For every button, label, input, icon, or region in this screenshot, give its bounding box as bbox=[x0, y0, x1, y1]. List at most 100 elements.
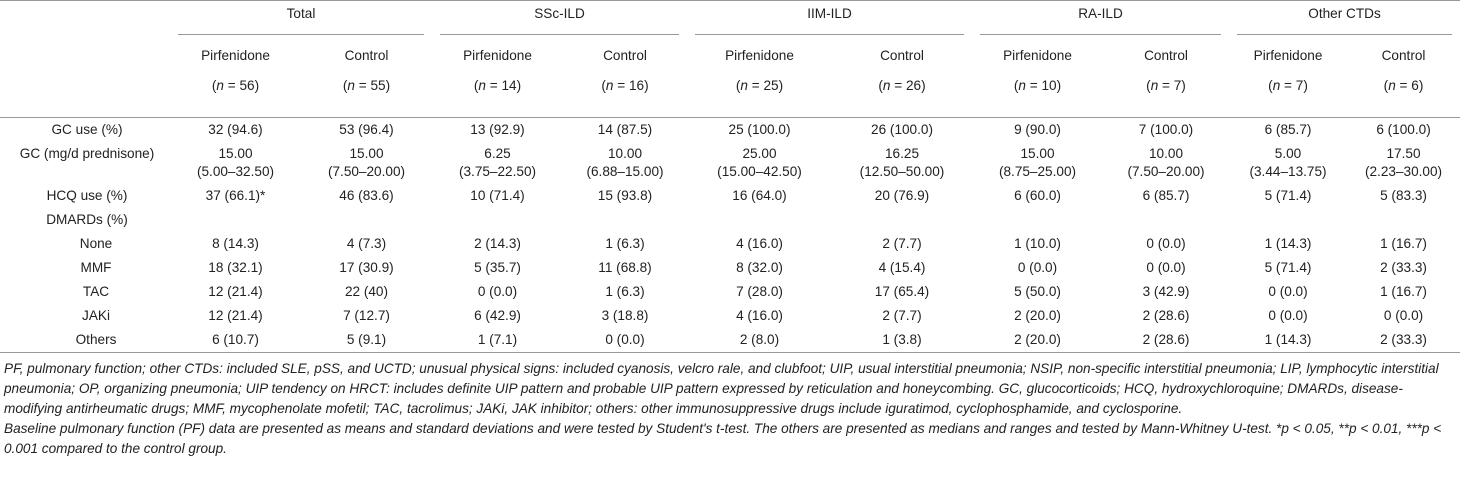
table-cell: 0 (0.0) bbox=[972, 256, 1103, 280]
cell-value: 1 (14.3) bbox=[1264, 236, 1312, 251]
cell-value: 37 (66.1)* bbox=[205, 188, 266, 203]
cell-value: 13 (92.9) bbox=[470, 122, 525, 137]
n-symbol: n bbox=[1150, 78, 1159, 93]
table-cell: 9 (90.0) bbox=[972, 118, 1103, 143]
cell-value: 7 (100.0) bbox=[1138, 122, 1194, 137]
table-cell: 5 (9.1) bbox=[301, 328, 432, 353]
n-symbol: n bbox=[1018, 78, 1026, 93]
table-cell: 10.00 (6.88–15.00) bbox=[563, 142, 687, 184]
cell-value: 2 (33.3) bbox=[1380, 260, 1427, 275]
cell-value: 1 (16.7) bbox=[1380, 284, 1427, 299]
cell-value: 4 (7.3) bbox=[346, 236, 387, 251]
cell-value: 1 (14.3) bbox=[1264, 332, 1312, 347]
table-cell: 3 (18.8) bbox=[563, 304, 687, 328]
cell-value: 5 (50.0) bbox=[1014, 284, 1061, 299]
subheader-n: (n = 7) bbox=[1146, 78, 1186, 93]
table-cell: 16 (64.0) bbox=[687, 184, 832, 208]
cell-value: 17 (65.4) bbox=[874, 284, 930, 299]
table-cell: 7 (100.0) bbox=[1103, 118, 1229, 143]
table-cell: 10.00 (7.50–20.00) bbox=[1103, 142, 1229, 184]
cell-value: 5.00 bbox=[1274, 146, 1302, 161]
table-body: GC use (%) 32 (94.6) 53 (96.4) 13 (92.9) 14 … bbox=[0, 118, 1460, 353]
table-cell bbox=[972, 208, 1103, 232]
cell-value: 1 (10.0) bbox=[1014, 236, 1061, 251]
subheader-n: (n = 10) bbox=[1013, 78, 1062, 93]
table-cell: 1 (7.1) bbox=[432, 328, 563, 353]
table-cell: 0 (0.0) bbox=[563, 328, 687, 353]
table-cell: 13 (92.9) bbox=[432, 118, 563, 143]
table-cell: 4 (16.0) bbox=[687, 304, 832, 328]
table-cell: 5 (50.0) bbox=[972, 280, 1103, 304]
subheader-label: Pirfenidone bbox=[1253, 48, 1323, 63]
table-cell: 5 (71.4) bbox=[1229, 256, 1347, 280]
table-row: GC (mg/d prednisone) 15.00 (5.00–32.50) 15.… bbox=[0, 142, 1460, 184]
cell-value: 10.00 bbox=[1148, 146, 1184, 161]
cell-value: 14 (87.5) bbox=[597, 122, 653, 137]
table-cell: 2 (20.0) bbox=[972, 328, 1103, 353]
table-cell: 20 (76.9) bbox=[832, 184, 972, 208]
cell-value: 12 (21.4) bbox=[208, 308, 263, 323]
table-cell: 0 (0.0) bbox=[1347, 304, 1460, 328]
cell-value: 6 (100.0) bbox=[1376, 122, 1431, 137]
group-header: Other CTDs bbox=[1229, 1, 1460, 35]
cell-value: 1 (6.3) bbox=[605, 284, 645, 299]
cell-value: 2 (28.6) bbox=[1142, 332, 1190, 347]
table-cell: 2 (8.0) bbox=[687, 328, 832, 353]
table-cell bbox=[687, 208, 832, 232]
cell-range: (3.75–22.50) bbox=[458, 164, 537, 179]
cell-range: (7.50–20.00) bbox=[1127, 164, 1205, 179]
table-cell: 14 (87.5) bbox=[563, 118, 687, 143]
subheader-n: (n = 55) bbox=[342, 78, 391, 93]
cell-range: (6.88–15.00) bbox=[586, 164, 664, 179]
table-cell: 5.00 (3.44–13.75) bbox=[1229, 142, 1347, 184]
group-header: SSc-ILD bbox=[432, 1, 687, 35]
cell-value: 5 (35.7) bbox=[474, 260, 521, 275]
cell-value: 17 (30.9) bbox=[339, 260, 394, 275]
cell-value: 2 (20.0) bbox=[1014, 332, 1061, 347]
table-cell: 15.00 (5.00–32.50) bbox=[170, 142, 301, 184]
cell-value: 2 (14.3) bbox=[474, 236, 521, 251]
table-cell: 37 (66.1)* bbox=[170, 184, 301, 208]
group-header: IIM-ILD bbox=[687, 1, 972, 35]
cell-value: 7 (12.7) bbox=[343, 308, 390, 323]
cell-value: 0 (0.0) bbox=[1268, 308, 1308, 323]
cell-value: 4 (16.0) bbox=[736, 308, 783, 323]
group-underline bbox=[178, 34, 424, 35]
table-row: None 8 (14.3) 4 (7.3) 2 (14.3) 1 (6.3) 4 (16.… bbox=[0, 232, 1460, 256]
table-cell: 6 (85.7) bbox=[1229, 118, 1347, 143]
table-cell: 17 (30.9) bbox=[301, 256, 432, 280]
cell-value: 32 (94.6) bbox=[208, 122, 263, 137]
cell-value: 1 (7.1) bbox=[477, 332, 518, 347]
table-cell: 0 (0.0) bbox=[432, 280, 563, 304]
cell-value: 2 (20.0) bbox=[1014, 308, 1061, 323]
cell-value: 1 (6.3) bbox=[605, 236, 645, 251]
cell-range: (3.44–13.75) bbox=[1249, 164, 1327, 179]
table-cell: 0 (0.0) bbox=[1103, 256, 1229, 280]
subheader-n: (n = 14) bbox=[473, 78, 522, 93]
table-cell: 17.50 (2.23–30.00) bbox=[1347, 142, 1460, 184]
table-cell: 8 (14.3) bbox=[170, 232, 301, 256]
cell-value: 20 (76.9) bbox=[874, 188, 930, 203]
cell-value: 9 (90.0) bbox=[1014, 122, 1061, 137]
table-cell: 2 (20.0) bbox=[972, 304, 1103, 328]
table-cell: 1 (3.8) bbox=[832, 328, 972, 353]
table-cell: 6.25 (3.75–22.50) bbox=[432, 142, 563, 184]
table-row: MMF 18 (32.1) 17 (30.9) 5 (35.7) 11 (68.8) 8 … bbox=[0, 256, 1460, 280]
cell-value: 0 (0.0) bbox=[477, 284, 518, 299]
table-cell: 6 (60.0) bbox=[972, 184, 1103, 208]
cell-value: 0 (0.0) bbox=[1383, 308, 1424, 323]
cell-range: (8.75–25.00) bbox=[998, 164, 1077, 179]
subheader-label: Control bbox=[1381, 48, 1426, 63]
cell-value: 12 (21.4) bbox=[208, 284, 263, 299]
table-cell: 53 (96.4) bbox=[301, 118, 432, 143]
group-underline bbox=[695, 34, 964, 35]
subheader-cell: Pirfenidone (n = 25) bbox=[687, 35, 832, 118]
table-row: DMARDs (%) bbox=[0, 208, 1460, 232]
cell-value: 53 (96.4) bbox=[339, 122, 394, 137]
table-cell: 8 (32.0) bbox=[687, 256, 832, 280]
row-label: MMF bbox=[80, 260, 112, 275]
cell-value: 6.25 bbox=[484, 146, 511, 161]
cell-value: 26 (100.0) bbox=[871, 122, 933, 137]
table-cell bbox=[301, 208, 432, 232]
